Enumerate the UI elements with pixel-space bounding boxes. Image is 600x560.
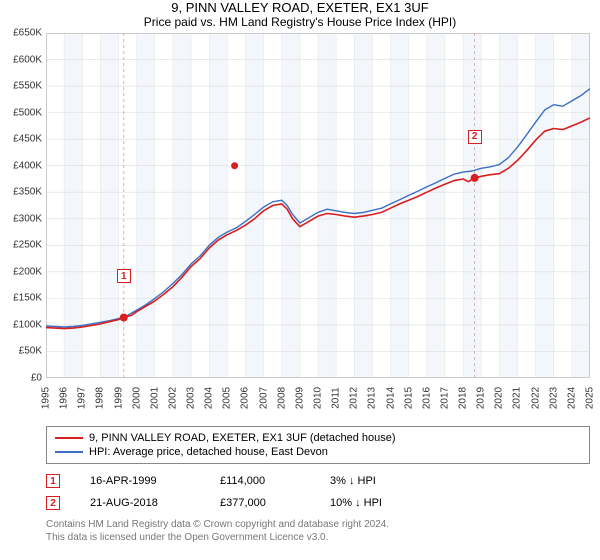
attribution-line-2: This data is licensed under the Open Gov… [46,531,590,544]
x-tick-label: 2025 [585,387,596,409]
x-tick-label: 2002 [167,387,178,409]
transaction-date: 16-APR-1999 [90,475,190,487]
x-tick-label: 1996 [59,387,70,409]
transaction-date: 21-AUG-2018 [90,497,190,509]
legend-row-hpi: HPI: Average price, detached house, East… [55,445,581,459]
x-tick-label: 2005 [222,387,233,409]
x-tick-label: 2016 [421,387,432,409]
legend-label: HPI: Average price, detached house, East… [89,446,328,458]
x-tick-label: 2014 [385,387,396,409]
x-tick-label: 2000 [131,387,142,409]
y-tick-label: £600K [13,54,42,65]
x-tick-label: 2022 [530,387,541,409]
y-tick-label: £450K [13,134,42,145]
transaction-marker: 2 [46,496,60,510]
x-tick-label: 2012 [349,387,360,409]
x-tick-label: 2015 [403,387,414,409]
transaction-row-1: 1 16-APR-1999 £114,000 3% ↓ HPI [46,470,590,492]
y-tick-label: £650K [13,28,42,39]
legend-row-subject: 9, PINN VALLEY ROAD, EXETER, EX1 3UF (de… [55,431,581,445]
x-tick-label: 2007 [258,387,269,409]
legend-box: 9, PINN VALLEY ROAD, EXETER, EX1 3UF (de… [46,426,590,464]
y-tick-label: £100K [13,319,42,330]
transaction-price: £114,000 [220,475,300,487]
y-tick-label: £250K [13,240,42,251]
chart-plot [46,33,590,378]
y-tick-label: £400K [13,160,42,171]
chart-marker-2: 2 [468,130,482,144]
x-tick-label: 1995 [41,387,52,409]
legend-swatch [55,437,83,439]
x-tick-label: 2017 [439,387,450,409]
transaction-delta: 10% ↓ HPI [330,497,382,509]
x-tick-label: 2018 [458,387,469,409]
y-tick-label: £550K [13,81,42,92]
x-tick-label: 1999 [113,387,124,409]
x-tick-label: 2019 [476,387,487,409]
transaction-row-2: 2 21-AUG-2018 £377,000 10% ↓ HPI [46,492,590,514]
transaction-delta: 3% ↓ HPI [330,475,376,487]
chart-area: £0£50K£100K£150K£200K£250K£300K£350K£400… [46,33,590,378]
y-tick-label: £500K [13,107,42,118]
x-tick-label: 2001 [149,387,160,409]
y-axis: £0£50K£100K£150K£200K£250K£300K£350K£400… [0,33,46,378]
x-tick-label: 2013 [367,387,378,409]
x-tick-label: 2023 [548,387,559,409]
transactions-table: 1 16-APR-1999 £114,000 3% ↓ HPI 2 21-AUG-2018… [46,470,590,514]
x-tick-label: 2003 [186,387,197,409]
chart-title: 9, PINN VALLEY ROAD, EXETER, EX1 3UF [0,0,600,15]
chart-marker-1: 1 [117,269,131,283]
x-tick-label: 2004 [204,387,215,409]
x-tick-label: 2011 [331,387,342,409]
y-tick-label: £0 [31,373,42,384]
x-tick-label: 2021 [512,387,523,409]
y-tick-label: £150K [13,293,42,304]
x-tick-label: 2008 [276,387,287,409]
x-axis: 1995199619971998199920002001200220032004… [46,378,590,420]
x-tick-label: 2006 [240,387,251,409]
y-tick-label: £50K [19,346,42,357]
attribution-line-1: Contains HM Land Registry data © Crown c… [46,518,590,531]
y-tick-label: £200K [13,266,42,277]
attribution-text: Contains HM Land Registry data © Crown c… [46,518,590,544]
transaction-price: £377,000 [220,497,300,509]
x-tick-label: 1997 [77,387,88,409]
x-tick-label: 2009 [294,387,305,409]
y-tick-label: £300K [13,213,42,224]
x-tick-label: 2024 [566,387,577,409]
y-tick-label: £350K [13,187,42,198]
x-tick-label: 2010 [313,387,324,409]
chart-subtitle: Price paid vs. HM Land Registry's House … [0,15,600,29]
x-tick-label: 2020 [494,387,505,409]
x-tick-label: 1998 [95,387,106,409]
legend-label: 9, PINN VALLEY ROAD, EXETER, EX1 3UF (de… [89,432,396,444]
transaction-marker: 1 [46,474,60,488]
legend-swatch [55,451,83,453]
